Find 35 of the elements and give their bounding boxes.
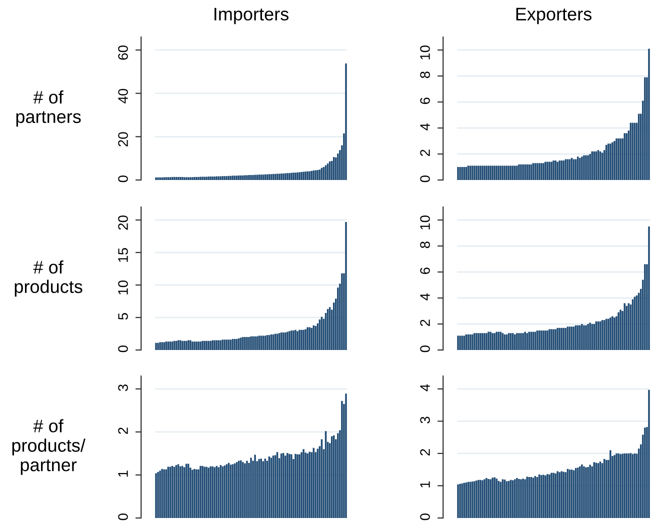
chart-title: Exporters: [516, 8, 592, 24]
y-tick-label: 2: [420, 449, 430, 456]
y-tick-label: 0: [420, 176, 430, 182]
y-tick-label: 4: [420, 123, 430, 130]
y-tick-label: 8: [420, 242, 430, 248]
y-tick-label: 0: [420, 346, 430, 352]
y-tick-label: 20: [118, 216, 128, 230]
y-tick-label: 0: [118, 346, 128, 352]
y-tick-label: 3: [420, 416, 430, 424]
y-axis-title: # of partners: [16, 90, 81, 127]
y-tick-label: 0: [118, 176, 128, 182]
y-tick-label: 60: [118, 46, 128, 60]
y-tick-label: 0: [420, 514, 430, 520]
y-tick-label: 1: [118, 470, 128, 477]
y-tick-label: 2: [118, 428, 128, 434]
y-tick-label: 3: [118, 384, 128, 392]
y-tick-label: 2: [420, 150, 430, 156]
y-axis-title: # of products/ partner: [12, 419, 86, 475]
y-tick-label: 40: [118, 88, 128, 104]
chart-title: Importers: [214, 8, 288, 24]
y-tick-label: 6: [420, 268, 430, 274]
y-tick-label: 20: [118, 132, 128, 146]
y-tick-label: 10: [420, 46, 430, 60]
y-tick-label: 10: [420, 216, 430, 230]
y-tick-label: 4: [420, 293, 430, 300]
y-tick-label: 8: [420, 72, 430, 78]
y-tick-label: 1: [420, 481, 430, 488]
y-tick-label: 15: [118, 248, 128, 262]
y-tick-label: 6: [420, 98, 430, 104]
y-axis-title: # of products: [14, 260, 82, 297]
y-tick-label: 5: [118, 313, 128, 320]
y-tick-label: 4: [420, 384, 430, 392]
y-tick-label: 10: [118, 280, 128, 294]
y-tick-label: 2: [420, 320, 430, 326]
y-tick-label: 0: [118, 514, 128, 520]
